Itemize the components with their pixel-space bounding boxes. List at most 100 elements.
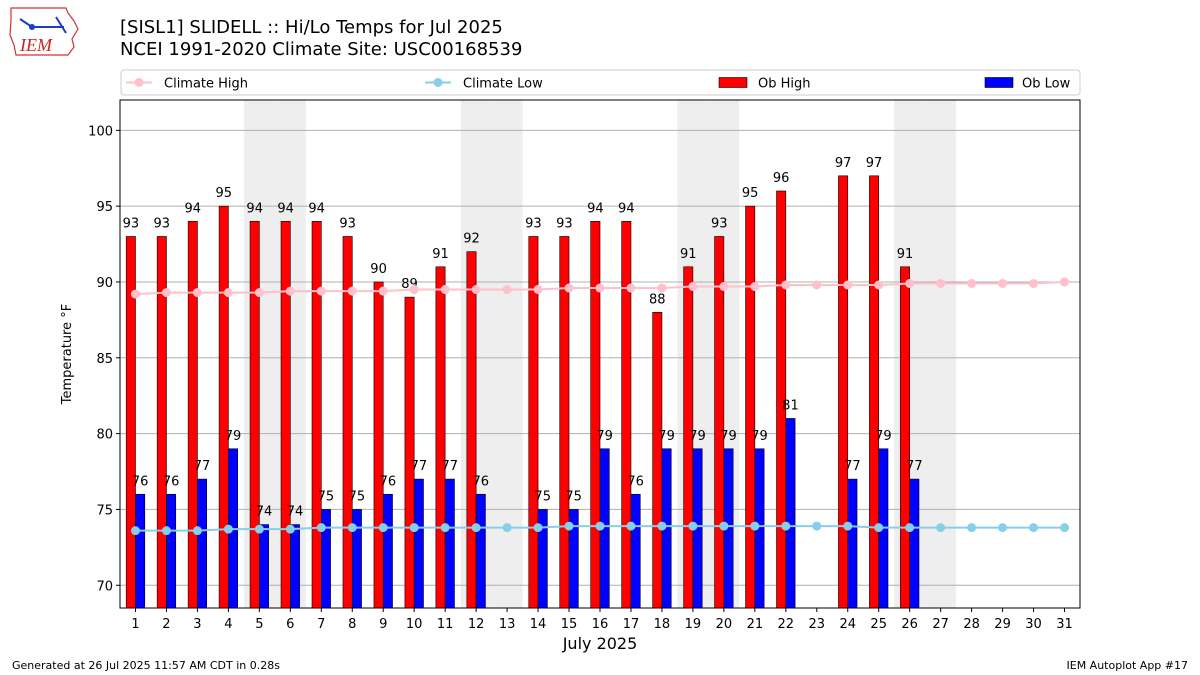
ob-high-label-12: 92 [463, 232, 480, 247]
ob-low-label-12: 76 [473, 474, 490, 489]
x-tick-label-7: 7 [317, 617, 325, 632]
ob-high-bar-4 [218, 205, 229, 609]
climate-low-point-27 [936, 523, 946, 533]
ob-low-label-25: 79 [875, 429, 892, 444]
x-tick-label-10: 10 [406, 617, 423, 632]
ob-high-label-7: 94 [308, 201, 325, 216]
ob-low-bar-11 [444, 478, 455, 609]
x-tick-label-30: 30 [1025, 617, 1042, 632]
ob-low-label-20: 79 [720, 429, 737, 444]
x-tick-label-26: 26 [901, 617, 918, 632]
climate-low-point-10 [409, 523, 419, 533]
climate-high-point-13 [502, 285, 512, 295]
x-tick-label-8: 8 [348, 617, 356, 632]
ob-low-bar-3 [197, 478, 208, 609]
ob-low-label-17: 76 [627, 474, 644, 489]
ob-low-label-11: 77 [442, 459, 459, 474]
climate-high-point-27 [936, 278, 946, 288]
ob-high-label-24: 97 [835, 156, 852, 171]
ob-low-label-18: 79 [658, 429, 675, 444]
y-tick-label-80: 80 [96, 428, 113, 443]
ob-high-label-26: 91 [897, 247, 914, 262]
climate-high-point-31 [1060, 277, 1070, 287]
x-tick-label-9: 9 [379, 617, 387, 632]
climate-high-point-19 [688, 282, 698, 292]
climate-low-point-9 [378, 523, 388, 533]
logo-text: IEM [19, 35, 53, 55]
climate-high-point-21 [750, 282, 760, 292]
iem-logo: IEM [8, 5, 82, 59]
x-tick-label-16: 16 [592, 617, 609, 632]
legend-climate-low-marker [433, 78, 443, 87]
app-credit: IEM Autoplot App #17 [1066, 659, 1189, 672]
climate-high-point-7 [316, 286, 326, 296]
climate-low-point-17 [626, 521, 636, 531]
legend-climate-low-label: Climate Low [463, 77, 543, 92]
ob-high-label-16: 94 [587, 201, 604, 216]
climate-high-point-11 [440, 285, 450, 295]
ob-low-bar-6 [290, 524, 300, 609]
y-tick-label-95: 95 [96, 200, 113, 215]
ob-low-label-5: 74 [256, 505, 273, 520]
ob-low-label-16: 79 [596, 429, 613, 444]
climate-high-point-2 [161, 288, 171, 298]
y-axis-label: Temperature °F [60, 304, 75, 405]
x-tick-label-14: 14 [530, 617, 547, 632]
ob-low-bar-5 [259, 524, 269, 609]
ob-high-label-4: 95 [215, 186, 232, 201]
climate-low-point-23 [812, 521, 822, 531]
ob-high-label-8: 93 [339, 216, 356, 231]
ob-low-label-26: 77 [906, 459, 923, 474]
ob-low-label-14: 75 [534, 489, 551, 504]
climate-high-point-22 [781, 280, 791, 290]
legend-box [120, 69, 1081, 96]
ob-high-bar-5 [249, 221, 260, 609]
ob-high-label-20: 93 [711, 216, 728, 231]
climate-low-point-25 [874, 523, 884, 533]
climate-low-point-2 [161, 526, 171, 536]
ob-low-bar-17 [630, 493, 641, 609]
y-tick-label-85: 85 [96, 352, 113, 367]
y-tick-label-90: 90 [96, 276, 113, 291]
ob-high-bar-3 [187, 221, 198, 609]
ob-high-label-2: 93 [154, 216, 171, 231]
ob-high-bar-6 [280, 221, 291, 609]
y-tick-label-70: 70 [96, 579, 113, 594]
ob-high-bar-26 [900, 266, 910, 609]
x-tick-label-13: 13 [499, 617, 516, 632]
ob-low-label-3: 77 [194, 459, 211, 474]
climate-high-point-26 [905, 278, 915, 288]
climate-high-point-28 [967, 278, 977, 288]
climate-low-point-22 [781, 521, 791, 531]
climate-low-point-18 [657, 521, 667, 531]
y-tick-label-100: 100 [88, 124, 113, 139]
ob-high-label-19: 91 [680, 247, 697, 262]
y-tick-label-75: 75 [96, 503, 113, 518]
ob-high-bar-24 [838, 175, 849, 609]
climate-high-point-12 [471, 285, 481, 295]
ob-low-bar-2 [166, 493, 177, 609]
climate-low-point-11 [440, 523, 450, 533]
ob-low-label-24: 77 [844, 459, 861, 474]
ob-low-label-21: 79 [751, 429, 768, 444]
x-tick-label-15: 15 [561, 617, 578, 632]
legend-climate-high-label: Climate High [164, 77, 248, 92]
climate-high-point-4 [223, 288, 233, 298]
climate-low-point-20 [719, 521, 729, 531]
legend-ob-low-swatch [984, 77, 1014, 88]
x-tick-label-18: 18 [654, 617, 671, 632]
ob-high-label-14: 93 [525, 216, 542, 231]
ob-low-bar-26 [909, 478, 920, 609]
chart-title: [SISL1] SLIDELL :: Hi/Lo Temps for Jul 2… [120, 17, 503, 38]
climate-low-point-14 [533, 523, 543, 533]
x-tick-label-25: 25 [870, 617, 887, 632]
ob-low-bar-1 [135, 493, 146, 609]
ob-low-label-6: 74 [287, 505, 304, 520]
x-tick-label-5: 5 [255, 617, 263, 632]
x-tick-label-24: 24 [839, 617, 856, 632]
climate-high-point-10 [409, 285, 419, 295]
ob-low-label-15: 75 [565, 489, 582, 504]
climate-low-point-4 [223, 524, 233, 534]
x-tick-label-3: 3 [193, 617, 201, 632]
ob-high-label-17: 94 [618, 201, 635, 216]
